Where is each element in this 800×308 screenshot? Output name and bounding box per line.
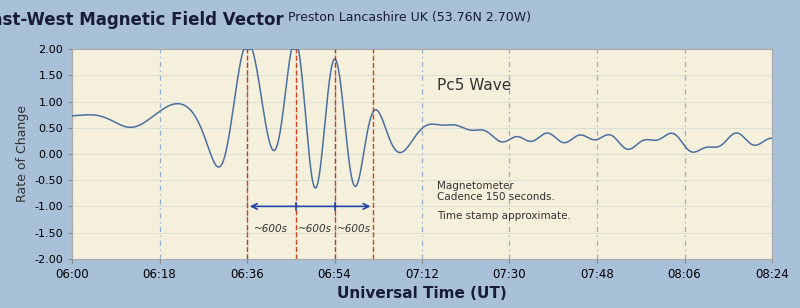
Text: ~600s: ~600s xyxy=(337,224,371,234)
Text: Pc5 Wave: Pc5 Wave xyxy=(437,79,511,93)
Text: East-West Magnetic Field Vector: East-West Magnetic Field Vector xyxy=(0,11,284,29)
Text: ~600s: ~600s xyxy=(298,224,332,234)
Text: Time stamp approximate.: Time stamp approximate. xyxy=(437,211,570,221)
Text: Magnetometer
Cadence 150 seconds.: Magnetometer Cadence 150 seconds. xyxy=(437,181,554,202)
Y-axis label: Rate of Change: Rate of Change xyxy=(16,106,29,202)
Text: ~600s: ~600s xyxy=(254,224,288,234)
X-axis label: Universal Time (UT): Universal Time (UT) xyxy=(337,286,507,301)
Text: Preston Lancashire UK (53.76N 2.70W): Preston Lancashire UK (53.76N 2.70W) xyxy=(284,11,531,24)
